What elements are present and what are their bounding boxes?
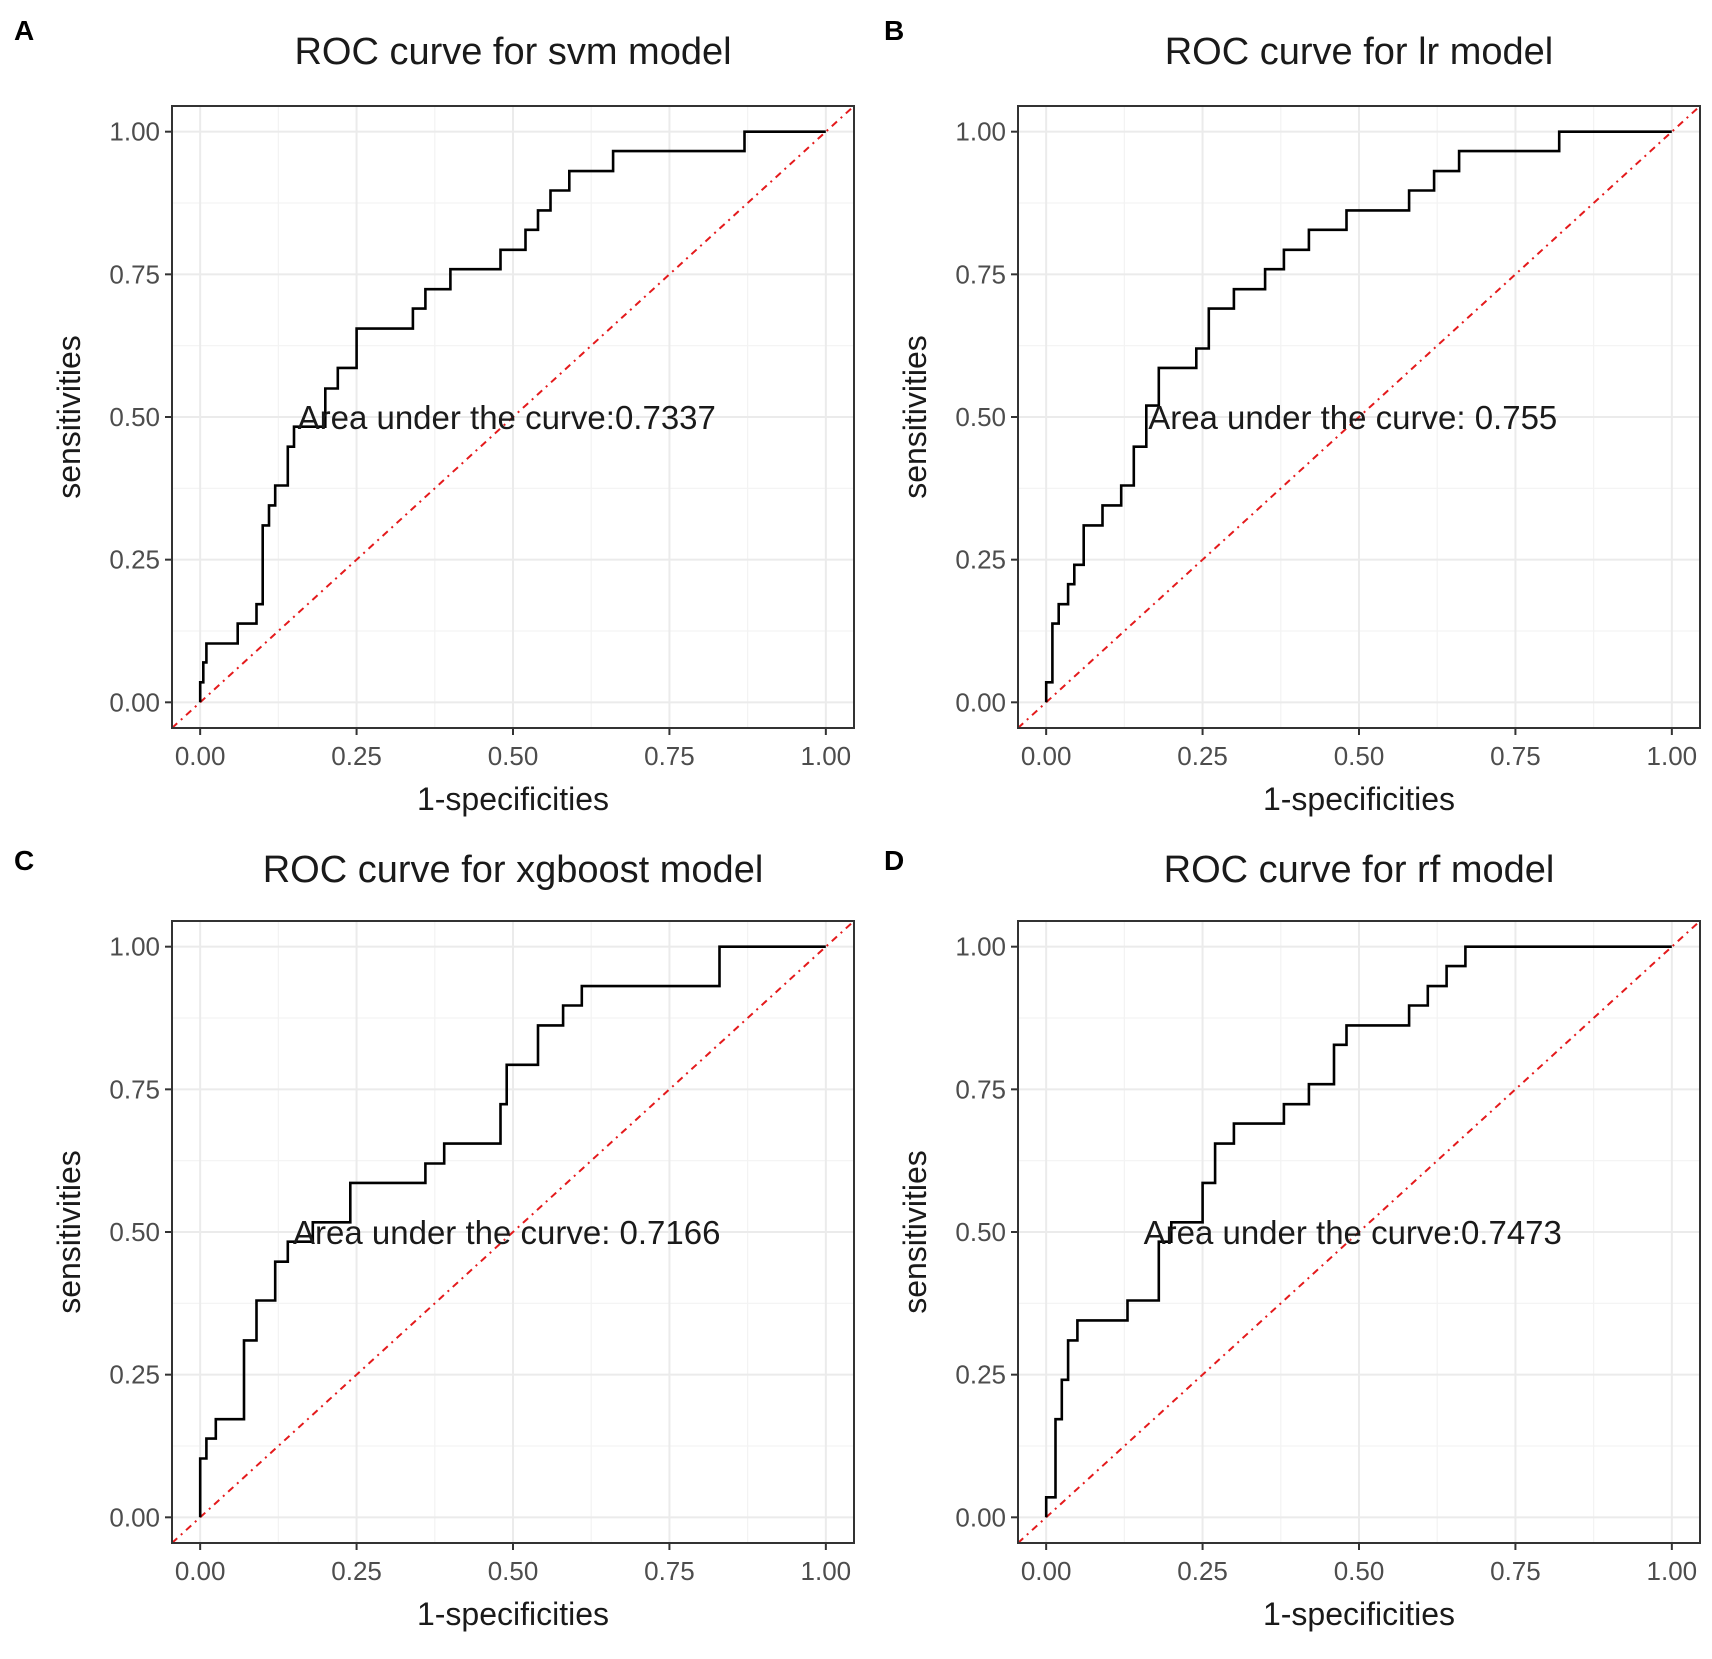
roc-curve [1044,130,1672,703]
y-tick-label: 1.00 [109,117,160,147]
y-tick-label: 0.00 [955,687,1006,717]
chart-title: ROC curve for lr model [1165,31,1554,73]
x-tick-label: 0.75 [644,1556,695,1586]
y-tick-label: 0.25 [109,1360,160,1390]
x-tick-label: 0.75 [644,741,695,771]
y-tick-label: 0.50 [109,1217,160,1247]
panel-letter: C [14,845,34,876]
y-tick-label: 0.75 [955,1074,1006,1104]
grid [1018,106,1700,728]
y-tick-label: 0.75 [109,1074,160,1104]
reference-line [172,921,854,1543]
x-tick-label: 0.25 [331,1556,382,1586]
chart-title: ROC curve for rf model [1164,849,1555,891]
y-tick-label: 1.00 [109,932,160,962]
x-tick-label: 0.00 [1021,741,1072,771]
y-tick-label: 0.50 [109,402,160,432]
panel-a: A ROC curve for svm model Area under the c… [14,15,855,817]
x-tick-label: 1.00 [801,1556,852,1586]
reference-line [1018,106,1700,728]
x-axis-label: 1-specificities [417,1596,609,1632]
x-tick-label: 0.00 [1021,1556,1072,1586]
y-tick-label: 0.50 [955,1217,1006,1247]
y-tick-label: 0.25 [955,545,1006,575]
x-tick-label: 0.75 [1490,741,1541,771]
y-axis-label: sensitivities [897,1150,933,1314]
x-tick-label: 0.00 [175,741,226,771]
chart-title: ROC curve for svm model [294,31,731,73]
chart-title: ROC curve for xgboost model [263,849,764,891]
x-tick-label: 1.00 [1647,741,1698,771]
reference-line [172,106,854,728]
x-tick-label: 0.50 [1334,1556,1385,1586]
x-tick-label: 0.25 [1177,741,1228,771]
x-tick-label: 0.25 [1177,1556,1228,1586]
y-tick-label: 0.50 [955,402,1006,432]
x-tick-label: 1.00 [1647,1556,1698,1586]
x-tick-label: 0.75 [1490,1556,1541,1586]
auc-annotation: Area under the curve: 0.7166 [293,1214,720,1251]
y-tick-label: 0.75 [955,259,1006,289]
panel-b: B ROC curve for lr model Area under the cu… [884,15,1701,817]
y-tick-label: 0.25 [955,1360,1006,1390]
x-tick-label: 0.50 [488,741,539,771]
y-tick-label: 0.25 [109,545,160,575]
y-axis-label: sensitivities [51,335,87,499]
auc-annotation: Area under the curve: 0.755 [1148,399,1557,436]
x-axis-label: 1-specificities [1263,781,1455,817]
x-tick-label: 1.00 [801,741,852,771]
roc-curve [1044,945,1672,1518]
panel-letter: A [14,15,34,46]
x-tick-label: 0.00 [175,1556,226,1586]
auc-annotation: Area under the curve:0.7473 [1144,1214,1562,1251]
x-axis-label: 1-specificities [417,781,609,817]
x-tick-label: 0.50 [488,1556,539,1586]
y-tick-label: 1.00 [955,932,1006,962]
panel-d: D ROC curve for rf model Area under the cu… [884,845,1701,1632]
y-tick-label: 0.75 [109,259,160,289]
y-tick-label: 0.00 [109,1502,160,1532]
panel-letter: D [884,845,904,876]
y-axis-label: sensitivities [51,1150,87,1314]
roc-curve [198,945,826,1518]
roc-curve [198,130,826,703]
panel-letter: B [884,15,904,46]
y-tick-label: 0.00 [955,1502,1006,1532]
x-tick-label: 0.25 [331,741,382,771]
x-tick-label: 0.50 [1334,741,1385,771]
auc-annotation: Area under the curve:0.7337 [298,399,716,436]
reference-line [1018,921,1700,1543]
y-tick-label: 0.00 [109,687,160,717]
panel-c: C ROC curve for xgboost model Area under t… [14,845,855,1632]
y-tick-label: 1.00 [955,117,1006,147]
x-axis-label: 1-specificities [1263,1596,1455,1632]
y-axis-label: sensitivities [897,335,933,499]
